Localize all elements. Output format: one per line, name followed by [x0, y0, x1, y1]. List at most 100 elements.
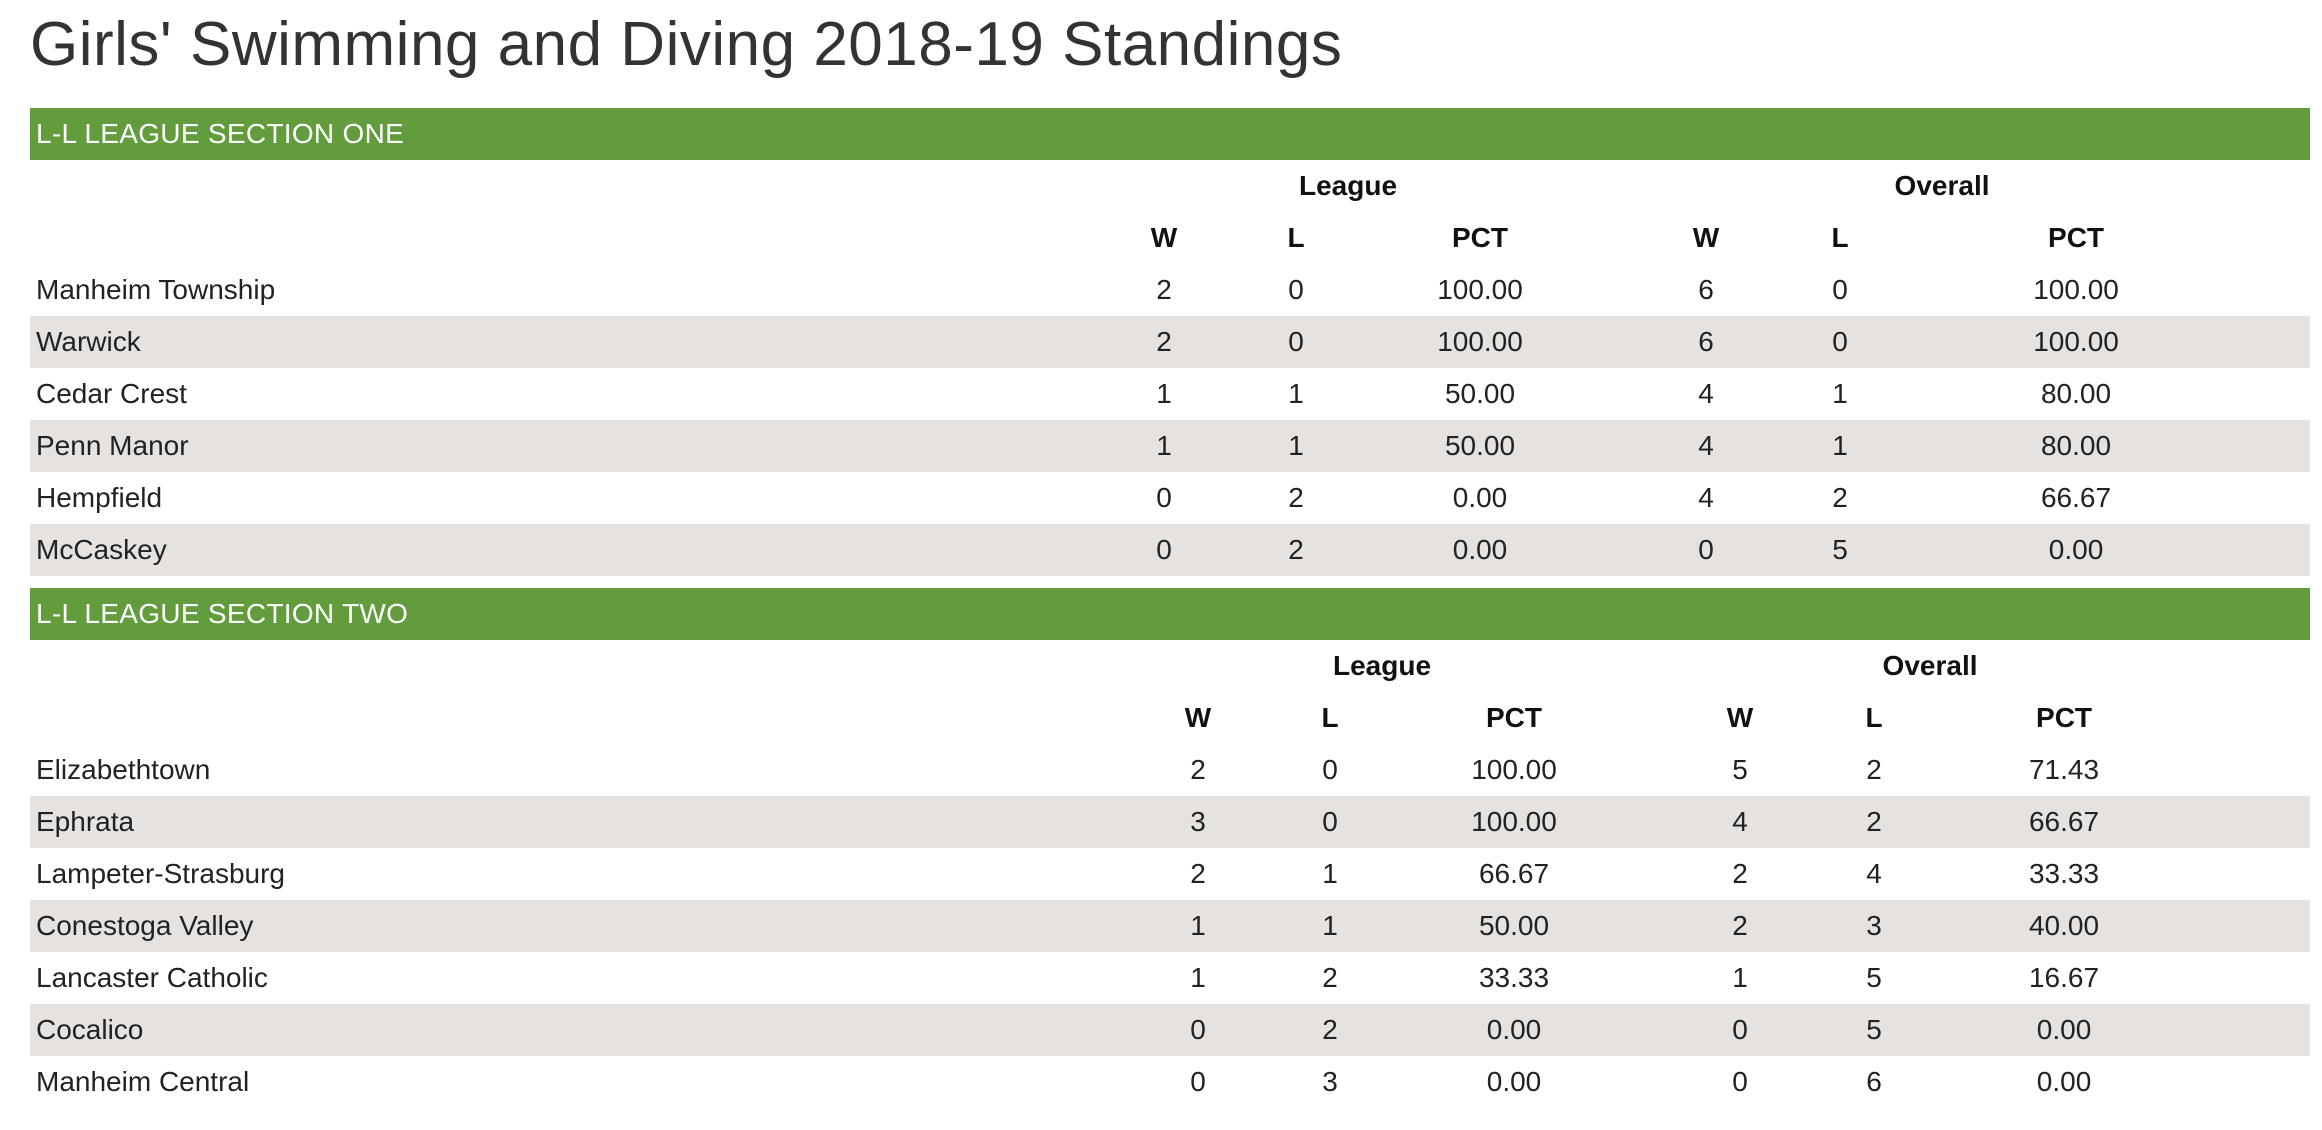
league-wins: 0	[1190, 1066, 1206, 1097]
table-row: Manheim Township 2 0 100.00 6 0 100.00	[30, 264, 2310, 316]
league-pct: 50.00	[1342, 420, 1619, 472]
league-wins-header: W	[1150, 222, 1178, 253]
table-row: Lampeter-Strasburg 2 1 66.67 2 4 33.33	[30, 848, 2310, 900]
overall-wins: 5	[1732, 754, 1748, 785]
overall-wins: 4	[1618, 420, 1795, 472]
team-name: Elizabethtown	[36, 754, 211, 785]
overall-losses: 1	[1832, 378, 1848, 409]
league-wins: 1	[1156, 378, 1172, 409]
league-wins: 2	[1156, 274, 1172, 305]
overall-wins: 2	[1652, 900, 1829, 952]
team-name: Penn Manor	[30, 420, 1078, 472]
team-name: Lampeter-Strasburg	[36, 858, 286, 889]
overall-pct: 16.67	[2028, 962, 2100, 993]
overall-losses: 1	[1794, 420, 1887, 472]
overall-losses: 2	[1828, 796, 1921, 848]
overall-pct: 66.67	[1920, 796, 2209, 848]
overall-wins: 0	[1618, 524, 1795, 576]
section-header-two: L-L LEAGUE SECTION TWO	[30, 588, 2310, 640]
overall-wins: 6	[1618, 316, 1795, 368]
league-pct: 100.00	[1471, 754, 1557, 785]
league-group-header: League	[1298, 170, 1398, 201]
overall-losses: 2	[1866, 754, 1882, 785]
overall-losses-header: L	[1831, 222, 1849, 253]
team-name: Warwick	[30, 316, 1078, 368]
league-wins: 2	[1078, 316, 1250, 368]
standings-body: Elizabethtown 2 0 100.00 5 2 71.43 Ephrata 3 0 100…	[30, 744, 2311, 1108]
overall-pct: 100.00	[1886, 316, 2267, 368]
league-losses: 3	[1322, 1066, 1338, 1097]
league-group-header: League	[1332, 650, 1432, 681]
league-wins: 1	[1112, 900, 1284, 952]
overall-wins-header: W	[1726, 702, 1754, 733]
overall-wins: 4	[1698, 482, 1714, 513]
overall-losses: 5	[1794, 524, 1887, 576]
table-row: Elizabethtown 2 0 100.00 5 2 71.43	[30, 744, 2310, 796]
overall-losses: 3	[1828, 900, 1921, 952]
overall-pct-header: PCT	[2036, 702, 2093, 733]
overall-pct: 80.00	[1886, 420, 2267, 472]
overall-pct: 100.00	[2033, 274, 2119, 305]
league-pct: 100.00	[1376, 796, 1653, 848]
overall-pct-header: PCT	[2048, 222, 2105, 253]
team-name: Cocalico	[30, 1004, 1112, 1056]
overall-losses: 6	[1866, 1066, 1882, 1097]
table-row: Hempfield 0 2 0.00 4 2 66.67	[30, 472, 2310, 524]
table-row: McCaskey 0 2 0.00 0 5 0.00	[30, 524, 2311, 576]
overall-pct: 66.67	[2040, 482, 2112, 513]
league-losses: 1	[1250, 420, 1342, 472]
overall-wins: 2	[1732, 858, 1748, 889]
league-losses-header: L	[1287, 222, 1305, 253]
league-losses: 2	[1288, 482, 1304, 513]
league-losses: 1	[1284, 900, 1376, 952]
standings-page: Girls' Swimming and Diving 2018-19 Stand…	[30, 0, 2311, 1108]
league-losses: 1	[1322, 858, 1338, 889]
table-row: Ephrata 3 0 100.00 4 2 66.67	[30, 796, 2311, 848]
league-wins-header: W	[1184, 702, 1212, 733]
table-row: Cedar Crest 1 1 50.00 4 1 80.00	[30, 368, 2310, 420]
overall-group-header: Overall	[1882, 650, 1978, 681]
table-row: Lancaster Catholic 1 2 33.33 1 5 16.67	[30, 952, 2310, 1004]
league-pct: 100.00	[1342, 316, 1619, 368]
table-row: Warwick 2 0 100.00 6 0 100.00	[30, 316, 2311, 368]
league-losses: 2	[1322, 962, 1338, 993]
standings-body: Manheim Township 2 0 100.00 6 0 100.00 Warwick 2…	[30, 264, 2311, 576]
league-losses: 0	[1322, 754, 1338, 785]
overall-pct: 33.33	[2028, 858, 2100, 889]
overall-wins: 0	[1732, 1066, 1748, 1097]
league-pct: 0.00	[1486, 1066, 1542, 1097]
overall-losses: 5	[1866, 962, 1882, 993]
league-losses: 0	[1288, 274, 1304, 305]
overall-losses: 0	[1832, 274, 1848, 305]
team-name: McCaskey	[30, 524, 1078, 576]
standings-table-section-two: League Overall W L PCT W L PCT Elizabeth…	[30, 640, 2311, 1108]
league-losses: 0	[1250, 316, 1342, 368]
league-losses-header: L	[1321, 702, 1339, 733]
league-wins: 1	[1190, 962, 1206, 993]
league-pct: 0.00	[1452, 482, 1508, 513]
section-header-one: L-L LEAGUE SECTION ONE	[30, 108, 2310, 160]
league-wins: 0	[1078, 524, 1250, 576]
league-wins: 3	[1112, 796, 1284, 848]
league-wins: 0	[1156, 482, 1172, 513]
overall-pct: 0.00	[1886, 524, 2267, 576]
league-pct: 0.00	[1376, 1004, 1653, 1056]
overall-wins-header: W	[1692, 222, 1720, 253]
team-name: Lancaster Catholic	[36, 962, 268, 993]
overall-pct: 40.00	[1920, 900, 2209, 952]
overall-losses: 0	[1794, 316, 1887, 368]
overall-wins: 0	[1652, 1004, 1829, 1056]
league-pct: 50.00	[1376, 900, 1653, 952]
page-title: Girls' Swimming and Diving 2018-19 Stand…	[30, 10, 1343, 79]
team-name: Manheim Township	[36, 274, 276, 305]
overall-pct: 0.00	[1920, 1004, 2209, 1056]
league-wins: 1	[1078, 420, 1250, 472]
league-pct: 33.33	[1478, 962, 1550, 993]
table-row: Conestoga Valley 1 1 50.00 2 3 40.00	[30, 900, 2311, 952]
overall-wins: 6	[1698, 274, 1714, 305]
league-pct-header: PCT	[1486, 702, 1542, 733]
team-name: Conestoga Valley	[30, 900, 1112, 952]
overall-pct: 71.43	[2028, 754, 2100, 785]
team-name: Manheim Central	[36, 1066, 250, 1097]
overall-pct: 0.00	[2036, 1066, 2092, 1097]
